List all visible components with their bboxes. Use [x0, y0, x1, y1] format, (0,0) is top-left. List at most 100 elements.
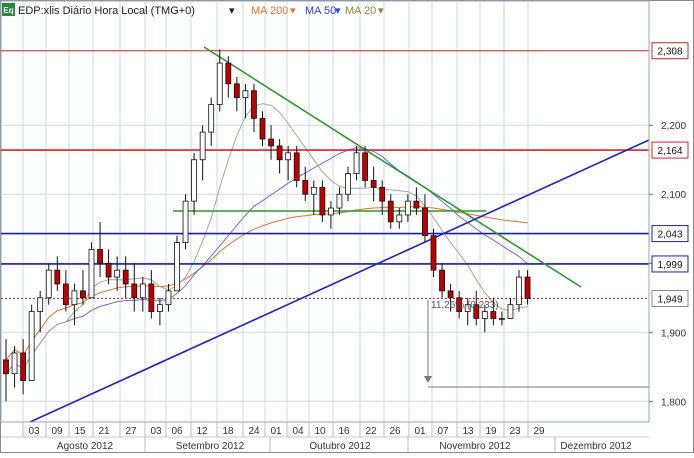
candle[interactable] — [362, 152, 369, 181]
month-label: Outubro 2012 — [309, 441, 371, 452]
candle[interactable] — [208, 104, 215, 133]
ma20-legend[interactable]: MA 20 — [345, 5, 376, 17]
candle[interactable] — [413, 200, 420, 209]
ma20-dropdown-icon[interactable]: ▾ — [378, 5, 384, 17]
candle[interactable] — [80, 290, 86, 299]
candle[interactable] — [97, 249, 103, 264]
month-axis: Agosto 2012 Setembro 2012 Outubro 2012 Nove… — [57, 437, 632, 452]
month-label: Agosto 2012 — [57, 441, 114, 452]
candle[interactable] — [242, 90, 249, 99]
x-tick-label: 01 — [414, 426, 426, 437]
candle[interactable] — [20, 352, 27, 381]
x-tick-label: 09 — [51, 426, 63, 437]
candle[interactable] — [404, 200, 411, 216]
candle[interactable] — [516, 276, 522, 306]
candle[interactable] — [11, 352, 18, 375]
x-tick-label: 27 — [125, 426, 137, 437]
x-tick-label: 03 — [150, 426, 162, 437]
candle[interactable] — [37, 297, 44, 312]
candlesticks — [3, 49, 531, 402]
candle[interactable] — [456, 297, 463, 312]
candle[interactable] — [71, 290, 78, 306]
candle[interactable] — [191, 159, 198, 202]
candle[interactable] — [345, 173, 351, 195]
candle[interactable] — [396, 214, 403, 223]
candle[interactable] — [327, 207, 334, 216]
candle[interactable] — [464, 304, 471, 312]
candle[interactable] — [379, 186, 386, 202]
symbol-badge-icon[interactable] — [2, 3, 15, 16]
candle[interactable] — [524, 276, 531, 299]
candle[interactable] — [268, 138, 274, 147]
candle[interactable] — [439, 269, 445, 292]
level-label-box[interactable] — [651, 225, 689, 243]
candle[interactable] — [302, 180, 309, 195]
candle[interactable] — [285, 152, 292, 161]
candle[interactable] — [88, 249, 95, 299]
level-label-box[interactable] — [651, 42, 689, 60]
candle[interactable] — [276, 145, 283, 161]
candle[interactable] — [310, 186, 317, 195]
candle[interactable] — [430, 235, 437, 271]
y-tick-label: 1,900 — [661, 328, 686, 339]
level-label-box[interactable] — [651, 141, 689, 159]
candle[interactable] — [490, 311, 497, 319]
candle[interactable] — [122, 269, 129, 285]
candle[interactable] — [387, 200, 394, 223]
candle[interactable] — [370, 180, 377, 188]
candle[interactable] — [336, 193, 343, 209]
candle[interactable] — [473, 304, 480, 319]
candle[interactable] — [156, 304, 163, 312]
candle[interactable] — [225, 62, 232, 85]
candle[interactable] — [447, 290, 454, 299]
candle[interactable] — [216, 62, 223, 105]
candle[interactable] — [293, 152, 300, 181]
x-tick-label: 06 — [171, 426, 183, 437]
x-tick-label: 03 — [28, 426, 40, 437]
candle[interactable] — [182, 200, 189, 243]
candle[interactable] — [174, 242, 180, 292]
x-tick-label: 19 — [485, 426, 497, 437]
ma200-legend[interactable]: MA 200 — [251, 5, 288, 17]
candle[interactable] — [507, 304, 514, 319]
arrow-head-icon — [424, 376, 432, 383]
candle[interactable] — [481, 311, 488, 319]
candle[interactable] — [62, 283, 69, 306]
candle[interactable] — [131, 283, 138, 299]
candle[interactable] — [3, 359, 9, 375]
candle[interactable] — [114, 269, 121, 278]
blue-uptrend-line[interactable] — [29, 139, 650, 423]
candle[interactable] — [165, 290, 172, 306]
candle[interactable] — [353, 152, 360, 174]
candle[interactable] — [251, 90, 257, 119]
level-label-box[interactable] — [651, 289, 689, 307]
candle[interactable] — [422, 207, 428, 237]
candle[interactable] — [148, 283, 155, 312]
ma50-line[interactable] — [5, 147, 528, 375]
title-dropdown-icon[interactable]: ▾ — [229, 5, 235, 17]
level-price-labels: 2,308 2,164 2,043 1,999 1,949 — [651, 42, 689, 307]
ma50-legend[interactable]: MA 50 — [305, 5, 336, 17]
green-downtrend-line[interactable] — [203, 46, 582, 288]
candle[interactable] — [498, 318, 505, 320]
x-tick-label: 10 — [314, 426, 326, 437]
ma200-dropdown-icon[interactable]: ▾ — [290, 5, 296, 17]
y-tick-label: 1,800 — [661, 397, 686, 408]
candle[interactable] — [45, 269, 52, 299]
level-label-box[interactable] — [651, 255, 689, 273]
ma50-dropdown-icon[interactable]: ▾ — [335, 5, 341, 17]
candle[interactable] — [28, 311, 35, 381]
candle[interactable] — [139, 283, 146, 299]
x-tick-label: 12 — [196, 426, 208, 437]
candle[interactable] — [319, 186, 326, 216]
candle[interactable] — [105, 262, 112, 278]
chart-title[interactable]: EDP:xlis Diário Hora Local (TMG+0) — [18, 5, 195, 17]
candle[interactable] — [259, 117, 266, 140]
candle[interactable] — [199, 131, 206, 161]
candle[interactable] — [233, 83, 240, 99]
x-tick-label: 13 — [462, 426, 474, 437]
candle[interactable] — [54, 269, 61, 285]
x-tick-label: 18 — [222, 426, 234, 437]
